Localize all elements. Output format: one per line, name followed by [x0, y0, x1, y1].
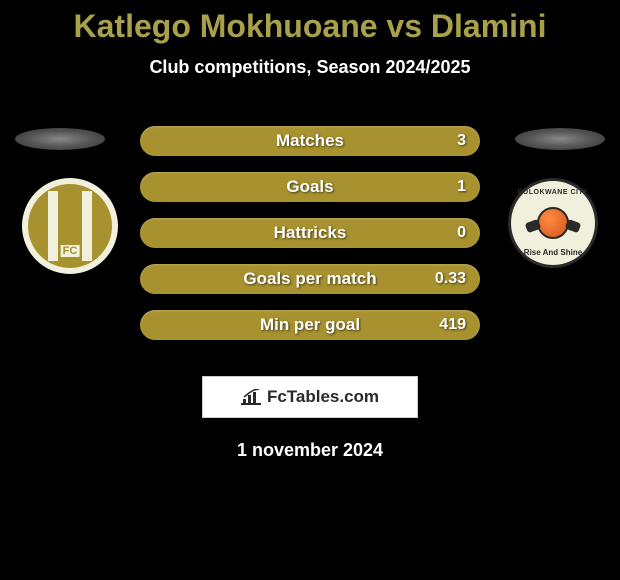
stat-value: 1: [457, 178, 466, 196]
stat-value: 419: [439, 316, 466, 334]
team-logo-right-hands-icon: [528, 221, 578, 241]
chart-icon: [241, 389, 261, 405]
stat-value: 0: [457, 224, 466, 242]
subtitle: Club competitions, Season 2024/2025: [0, 57, 620, 78]
comparison-infographic: Katlego Mokhuoane vs Dlamini Club compet…: [0, 0, 620, 461]
halo-left: [15, 128, 105, 150]
brand-text: FcTables.com: [267, 387, 379, 407]
stat-label: Goals: [286, 177, 333, 197]
stat-row: Goals per match 0.33: [140, 264, 480, 294]
team-logo-left-stripes: FC: [40, 191, 100, 261]
stat-label: Matches: [276, 131, 344, 151]
team-logo-left-fc: FC: [61, 245, 80, 257]
date-text: 1 november 2024: [0, 440, 620, 461]
stat-row: Goals 1: [140, 172, 480, 202]
main-area: FC POLOKWANE CITY Rise And Shine Matches…: [0, 108, 620, 348]
stat-label: Min per goal: [260, 315, 360, 335]
halo-right: [515, 128, 605, 150]
stat-label: Goals per match: [243, 269, 376, 289]
stat-value: 0.33: [435, 270, 466, 288]
stat-row: Matches 3: [140, 126, 480, 156]
stat-label: Hattricks: [274, 223, 347, 243]
page-title: Katlego Mokhuoane vs Dlamini: [0, 8, 620, 45]
brand-box: FcTables.com: [202, 376, 418, 418]
team-logo-left: FC: [22, 178, 118, 274]
team-logo-right: POLOKWANE CITY Rise And Shine: [508, 178, 598, 268]
team-logo-right-bottom-text: Rise And Shine: [524, 248, 582, 257]
stat-row: Hattricks 0: [140, 218, 480, 248]
team-logo-right-top-text: POLOKWANE CITY: [518, 189, 589, 196]
stats-list: Matches 3 Goals 1 Hattricks 0 Goals per …: [140, 126, 480, 356]
stat-row: Min per goal 419: [140, 310, 480, 340]
stat-value: 3: [457, 132, 466, 150]
